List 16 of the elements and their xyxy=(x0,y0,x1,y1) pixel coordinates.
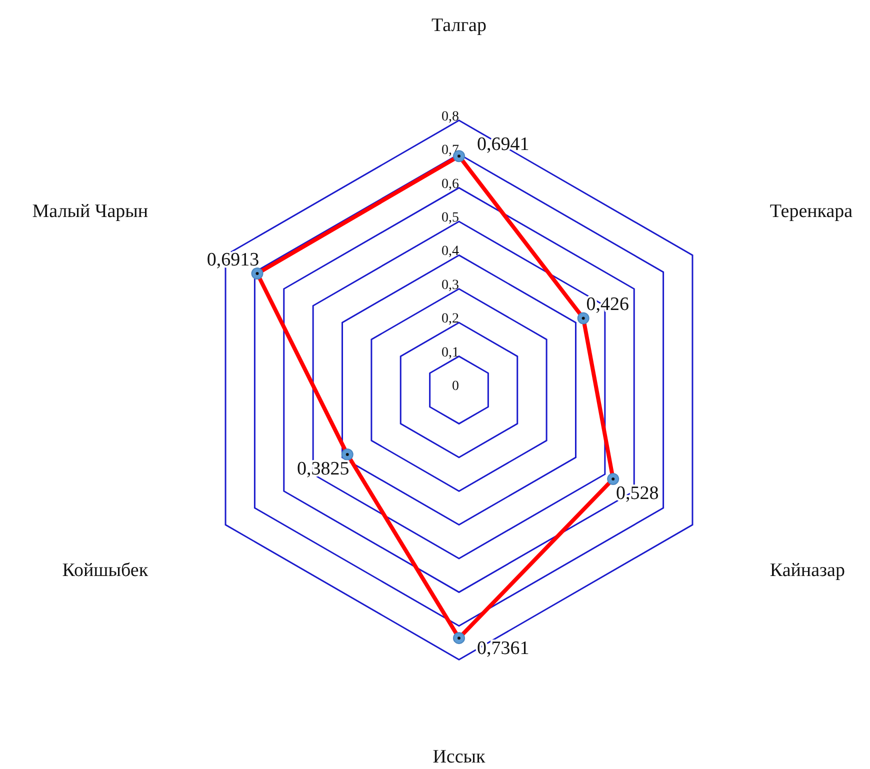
y-tick-label: 0,2 xyxy=(442,312,459,327)
y-tick-label: 0,4 xyxy=(442,244,459,260)
spoke-label: Кайназар xyxy=(770,560,845,582)
y-tick-label: 0,1 xyxy=(442,345,459,360)
spoke-label: Иссык xyxy=(432,746,486,768)
y-tick-label: 0,5 xyxy=(442,210,459,226)
spoke-label: Малый Чарын xyxy=(32,201,148,222)
y-tick-label: 0,3 xyxy=(442,278,459,293)
data-label: 0,7361 xyxy=(477,638,530,660)
spoke-label: Талгар xyxy=(432,15,486,36)
y-tick-label: 0 xyxy=(452,379,459,394)
spoke-label: Койшыбек xyxy=(62,560,149,582)
spoke-label: Теренкара xyxy=(770,201,854,222)
y-tick-label: 0,6 xyxy=(442,176,459,192)
y-tick-label: 0,7 xyxy=(442,143,459,158)
y-tick-label: 0,8 xyxy=(442,109,459,124)
